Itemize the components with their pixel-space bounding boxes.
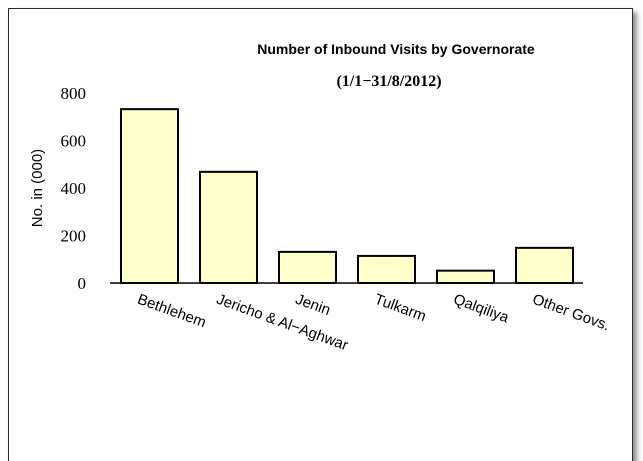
x-tick-label: Bethlehem	[135, 291, 208, 332]
bars	[120, 108, 574, 285]
bar-jenin	[278, 250, 337, 284]
bar-bethlehem	[120, 108, 179, 285]
y-axis-ticks: 0 200 400 600 800	[61, 84, 87, 293]
chart-subtitle: (1/1−31/8/2012)	[336, 73, 441, 90]
y-tick-label: 600	[61, 132, 87, 151]
y-tick-label: 0	[78, 274, 87, 293]
y-tick-label: 400	[61, 179, 87, 198]
x-tick-label: Jenin	[293, 291, 333, 319]
chart-frame	[8, 8, 633, 461]
bar-other-govs	[515, 246, 574, 285]
y-tick-label: 200	[61, 227, 87, 246]
y-tick-label: 800	[61, 84, 87, 103]
chart-title: Number of Inbound Visits by Governorate	[257, 41, 535, 57]
x-tick-label: Tulkarm	[372, 291, 428, 325]
bar-jericho-al-aghwar	[199, 170, 258, 285]
x-tick-label: Other Govs.	[530, 291, 612, 335]
y-axis-label: No. in (000)	[29, 149, 46, 227]
x-tick-label: Qalqiliya	[451, 291, 511, 327]
bar-qalqiliya	[436, 269, 495, 284]
bar-tulkarm	[357, 254, 416, 285]
x-tick-label: Jericho & Al−Aghwar	[214, 291, 350, 354]
